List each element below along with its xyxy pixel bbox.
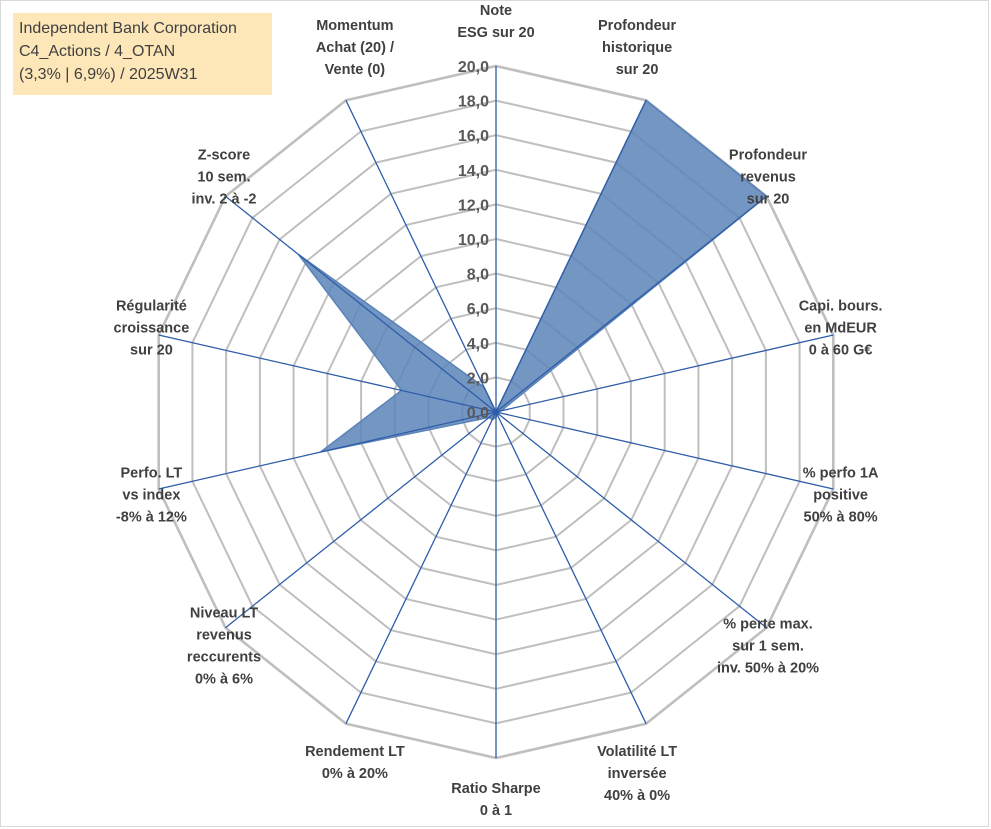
axis-label: Niveau LT revenus reccurents 0% à 6% [187,605,261,687]
axis-spoke [158,411,497,490]
tick-label: 12,0 [458,197,489,214]
title-category: C4_Actions / 4_OTAN [19,43,176,60]
axis-label: % perfo 1A positive 50% à 80% [803,466,879,526]
tick-label: 8,0 [467,267,489,284]
axis-label: Profondeur revenus sur 20 [729,148,807,208]
radar-series [297,99,768,453]
title-period: (3,3% | 6,9%) / 2025W31 [19,66,198,83]
axis-label: Z-score 10 sem. inv. 2 à -2 [191,148,256,208]
tick-label: 4,0 [467,336,489,353]
tick-label: 0,0 [467,405,489,422]
series-area [297,99,768,453]
radar-axes [158,66,834,758]
axis-label: % perte max. sur 1 sem. inv. 50% à 20% [717,616,819,676]
axis-label: Ratio Sharpe 0 à 1 [451,781,540,819]
axis-label: Rendement LT 0% à 20% [305,744,405,782]
axis-spoke [495,411,647,724]
axis-label: Régularité croissance sur 20 [114,298,190,358]
radar-axis-labels: Note ESG sur 20 Profondeur historique sur 20… [114,3,883,819]
axis-spoke [345,411,497,724]
title-company: Independent Bank Corporation [19,20,237,37]
axis-spoke [495,195,767,413]
tick-label: 10,0 [458,232,489,249]
axis-spoke [495,334,834,413]
axis-spoke [345,100,497,413]
axis-label: Note ESG sur 20 [457,3,534,41]
axis-spoke [158,334,497,413]
axis-spoke [495,100,647,413]
tick-label: 16,0 [458,128,489,145]
axis-spoke [495,411,834,490]
title-box: Independent Bank Corporation C4_Actions … [13,13,272,95]
tick-label: 14,0 [458,163,489,180]
axis-spoke [225,411,497,629]
axis-label: Perfo. LT vs index -8% à 12% [116,466,187,526]
radar-tick-labels: 0,0 2,0 4,0 6,0 8,0 10,0 12,0 14,0 16,0 18,0 20,0 [458,59,489,422]
tick-label: 18,0 [458,94,489,111]
axis-label: Volatilité LT inversée 40% à 0% [597,744,677,804]
axis-label: Profondeur historique sur 20 [598,18,676,78]
tick-label: 6,0 [467,301,489,318]
axis-spoke [495,411,767,629]
axis-spoke [225,195,497,413]
tick-label: 20,0 [458,59,489,76]
axis-label: Momentum Achat (20) / Vente (0) [316,18,394,78]
tick-label: 2,0 [467,370,489,387]
axis-label: Capi. bours. en MdEUR 0 à 60 G€ [799,298,883,358]
